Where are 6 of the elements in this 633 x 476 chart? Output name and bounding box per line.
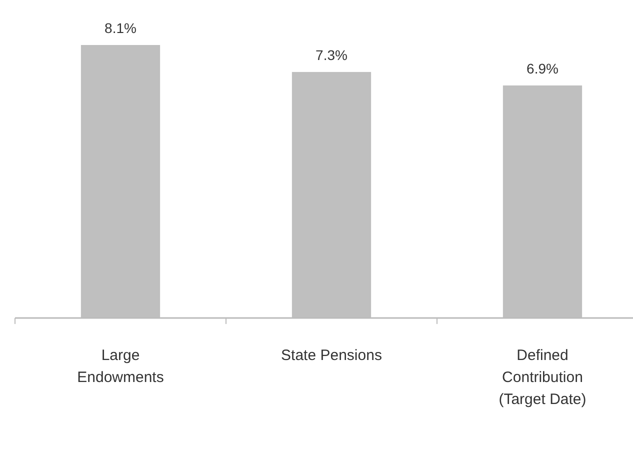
data-label: 8.1% bbox=[104, 20, 136, 36]
data-label: 7.3% bbox=[316, 46, 348, 63]
x-tick-label: State Pensions bbox=[281, 347, 382, 364]
x-tick-label: Large Endowments bbox=[77, 347, 164, 386]
x-tick-label: Defined Contribution (Target Date) bbox=[498, 347, 586, 408]
data-label: 6.9% bbox=[526, 60, 558, 76]
